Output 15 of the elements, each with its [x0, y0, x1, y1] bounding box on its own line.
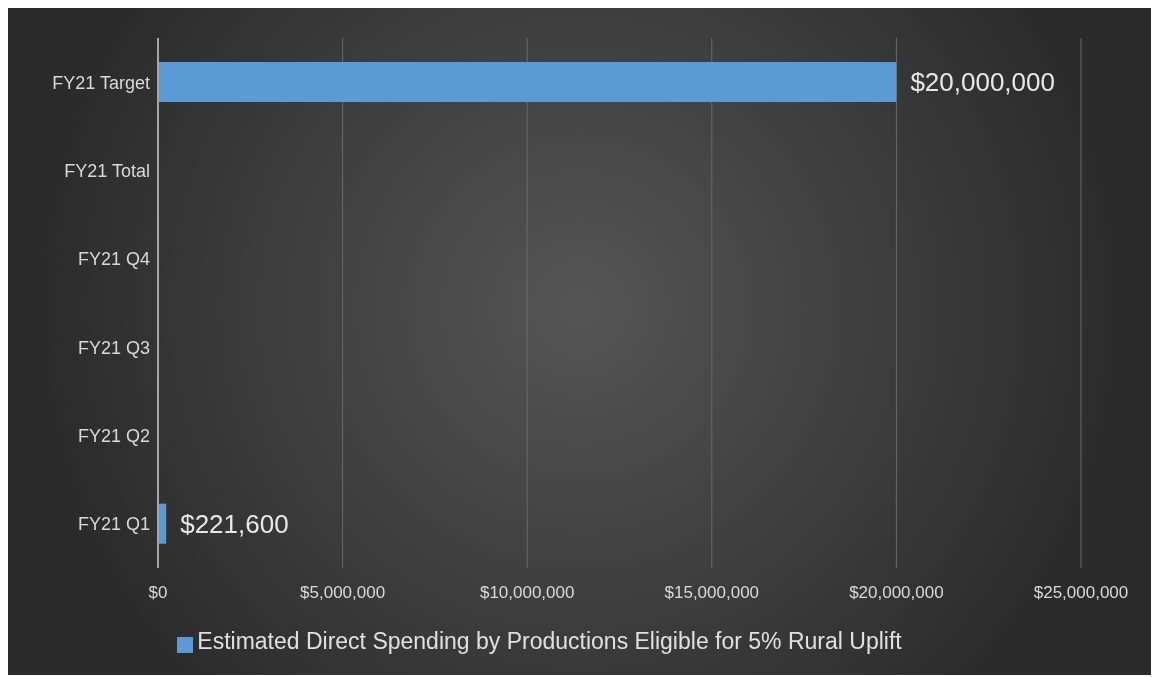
x-tick-label: $20,000,000: [849, 583, 944, 603]
y-tick-label: FY21 Total: [64, 160, 150, 181]
x-tick-label: $15,000,000: [664, 583, 760, 603]
data-label: $20,000,000: [910, 67, 1055, 98]
y-tick-label: FY21 Target: [52, 72, 150, 93]
x-tick-label: $5,000,000: [300, 583, 386, 603]
x-tick-label: $25,000,000: [1033, 583, 1129, 603]
y-tick-label: FY21 Q4: [77, 249, 150, 270]
legend-label: Estimated Direct Spending by Productions Eligible for 5% Rural Uplift: [197, 628, 902, 654]
data-label: $221,600: [180, 508, 289, 539]
y-tick-label: FY21 Q2: [77, 425, 150, 446]
y-tick-label: FY21 Q1: [77, 514, 150, 535]
y-tick-label: FY21 Q3: [77, 337, 150, 358]
x-tick-label: $0: [148, 583, 168, 603]
x-tick-label: $10,000,000: [479, 583, 575, 603]
